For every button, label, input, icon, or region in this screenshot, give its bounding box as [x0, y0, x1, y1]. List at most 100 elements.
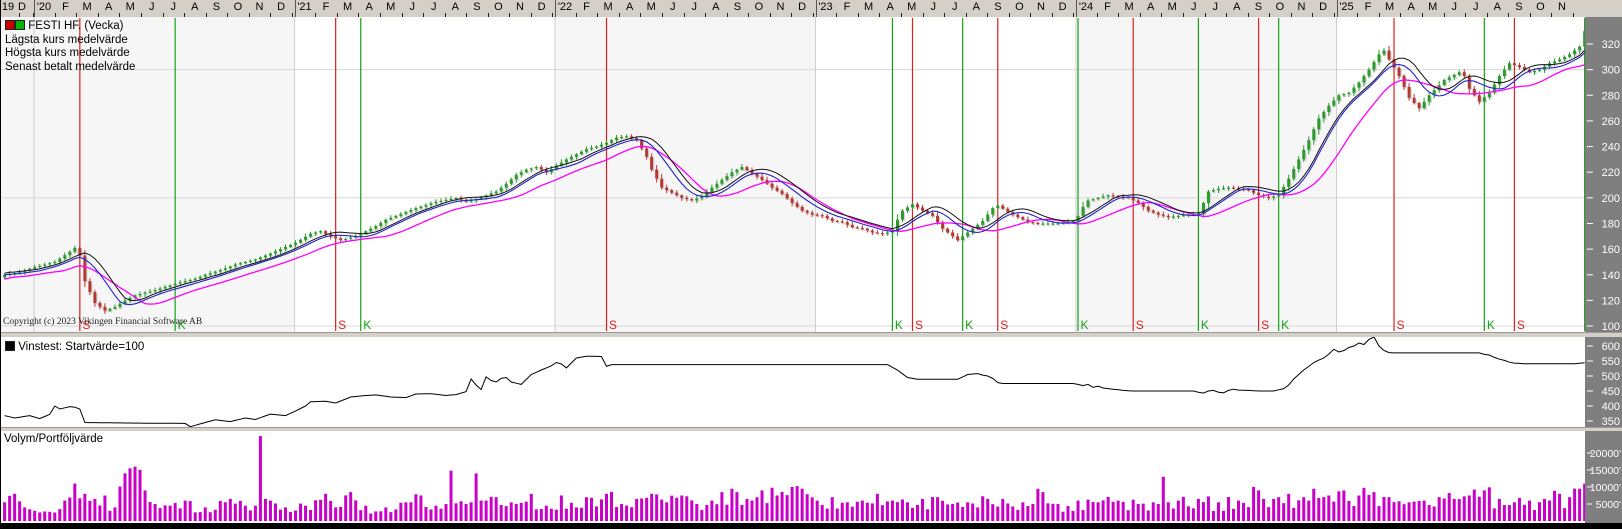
- volume-bar: [630, 507, 634, 521]
- candle-up: [233, 264, 237, 267]
- candle-down: [835, 220, 839, 223]
- candle-down: [931, 213, 935, 216]
- month-label: A: [972, 1, 981, 13]
- axis-tick: [812, 13, 814, 17]
- candle-shadow: [480, 198, 484, 201]
- candle-shadow: [611, 141, 615, 145]
- axis-tick: [18, 13, 20, 17]
- volume-bar: [1242, 502, 1246, 521]
- candle-down: [98, 302, 102, 307]
- candle-shadow: [1097, 199, 1101, 201]
- axis-tick: [726, 13, 728, 17]
- volume-bar: [569, 502, 573, 521]
- price-axis-label: 160: [1602, 244, 1620, 256]
- volume-legend-label: Volym/Portföljvärde: [4, 433, 104, 445]
- candle-up: [1076, 215, 1080, 221]
- volume-bar: [1517, 497, 1521, 521]
- candle-up: [344, 238, 348, 241]
- axis-tick: [76, 13, 78, 17]
- month-label: N: [255, 1, 264, 13]
- candle-down: [926, 210, 930, 214]
- axis-tick: [97, 13, 99, 17]
- candle-up: [273, 251, 277, 254]
- candle-shadow: [882, 234, 886, 236]
- month-label: J: [409, 1, 416, 13]
- year-separator: [555, 0, 556, 17]
- year-label: '25: [1339, 1, 1354, 13]
- volume-bar: [73, 483, 77, 521]
- candle-shadow: [666, 189, 670, 192]
- candle-down: [785, 193, 789, 199]
- candle-down: [1141, 202, 1145, 207]
- volume-bar: [655, 494, 659, 521]
- volume-bar: [1492, 508, 1496, 521]
- month-label: A: [104, 1, 113, 13]
- month-label: A: [1407, 1, 1415, 13]
- candle-shadow: [275, 252, 279, 255]
- axis-tick: [1508, 13, 1510, 17]
- volume-bar: [103, 495, 107, 521]
- axis-tick: [509, 13, 511, 17]
- profit-axis-label: 550: [1602, 356, 1620, 368]
- volume-bar: [1206, 496, 1210, 521]
- volume-bar: [173, 502, 177, 521]
- candle-down: [1462, 72, 1466, 77]
- candle-up: [569, 156, 573, 160]
- axis-tick: [227, 13, 229, 17]
- candle-down: [680, 195, 684, 198]
- year-label: '24: [1078, 1, 1094, 13]
- candle-up: [900, 210, 904, 220]
- volume-bar: [1237, 500, 1241, 521]
- volume-axis-band: [1585, 431, 1622, 523]
- candle-shadow: [927, 212, 931, 215]
- profit-axis-label: 400: [1602, 401, 1620, 413]
- candle-up: [1432, 90, 1436, 96]
- volume-bar: [123, 473, 127, 521]
- candle-shadow: [1158, 214, 1162, 217]
- volume-bar: [1537, 502, 1541, 521]
- candle-shadow: [1153, 212, 1157, 215]
- month-label: M: [1167, 1, 1177, 13]
- volume-bar: [414, 494, 418, 521]
- candle-down: [820, 215, 824, 217]
- candle-shadow: [220, 271, 224, 274]
- volume-bar: [439, 508, 443, 521]
- candle-up: [499, 187, 503, 192]
- candle-up: [123, 300, 127, 304]
- volume-bar: [1467, 495, 1471, 521]
- volume-bar: [589, 497, 593, 521]
- volume-bar: [514, 504, 518, 521]
- candle-up: [971, 228, 975, 233]
- time-axis[interactable]: 19 D '20 F M A M J J A S O N D '21 F M A M J J A S O N D '22 F M A M J J…: [1, 0, 1622, 18]
- volume-bar: [1497, 498, 1501, 521]
- candle-shadow: [1233, 189, 1237, 191]
- year-separator: [815, 0, 817, 17]
- ma-highest-line: [4, 50, 1585, 302]
- candle-shadow: [205, 276, 209, 279]
- candle-down: [1417, 102, 1421, 109]
- candle-down: [850, 224, 854, 228]
- axis-tick: [944, 13, 946, 17]
- volume-bar: [835, 508, 839, 521]
- candle-shadow: [1454, 76, 1458, 79]
- candle-shadow: [415, 209, 419, 212]
- month-label: D: [18, 1, 26, 13]
- candle-down: [860, 227, 864, 230]
- volume-bar: [860, 500, 864, 521]
- volume-bar: [68, 497, 72, 521]
- axis-tick: [1551, 13, 1553, 17]
- candle-up: [1201, 202, 1205, 214]
- candle-shadow: [300, 241, 304, 245]
- candle-shadow: [245, 263, 249, 265]
- volume-bar: [479, 500, 483, 521]
- candle-up: [1327, 105, 1331, 112]
- candle-shadow: [285, 248, 289, 251]
- candle-shadow: [425, 206, 429, 209]
- volume-bar: [976, 507, 980, 521]
- volume-bar: [1161, 476, 1165, 521]
- candle-shadow: [1213, 191, 1217, 194]
- volume-bar: [1437, 497, 1441, 521]
- axis-tick: [1333, 13, 1335, 17]
- volume-bar: [424, 506, 428, 521]
- ma-lastpaid-line: [4, 52, 1585, 306]
